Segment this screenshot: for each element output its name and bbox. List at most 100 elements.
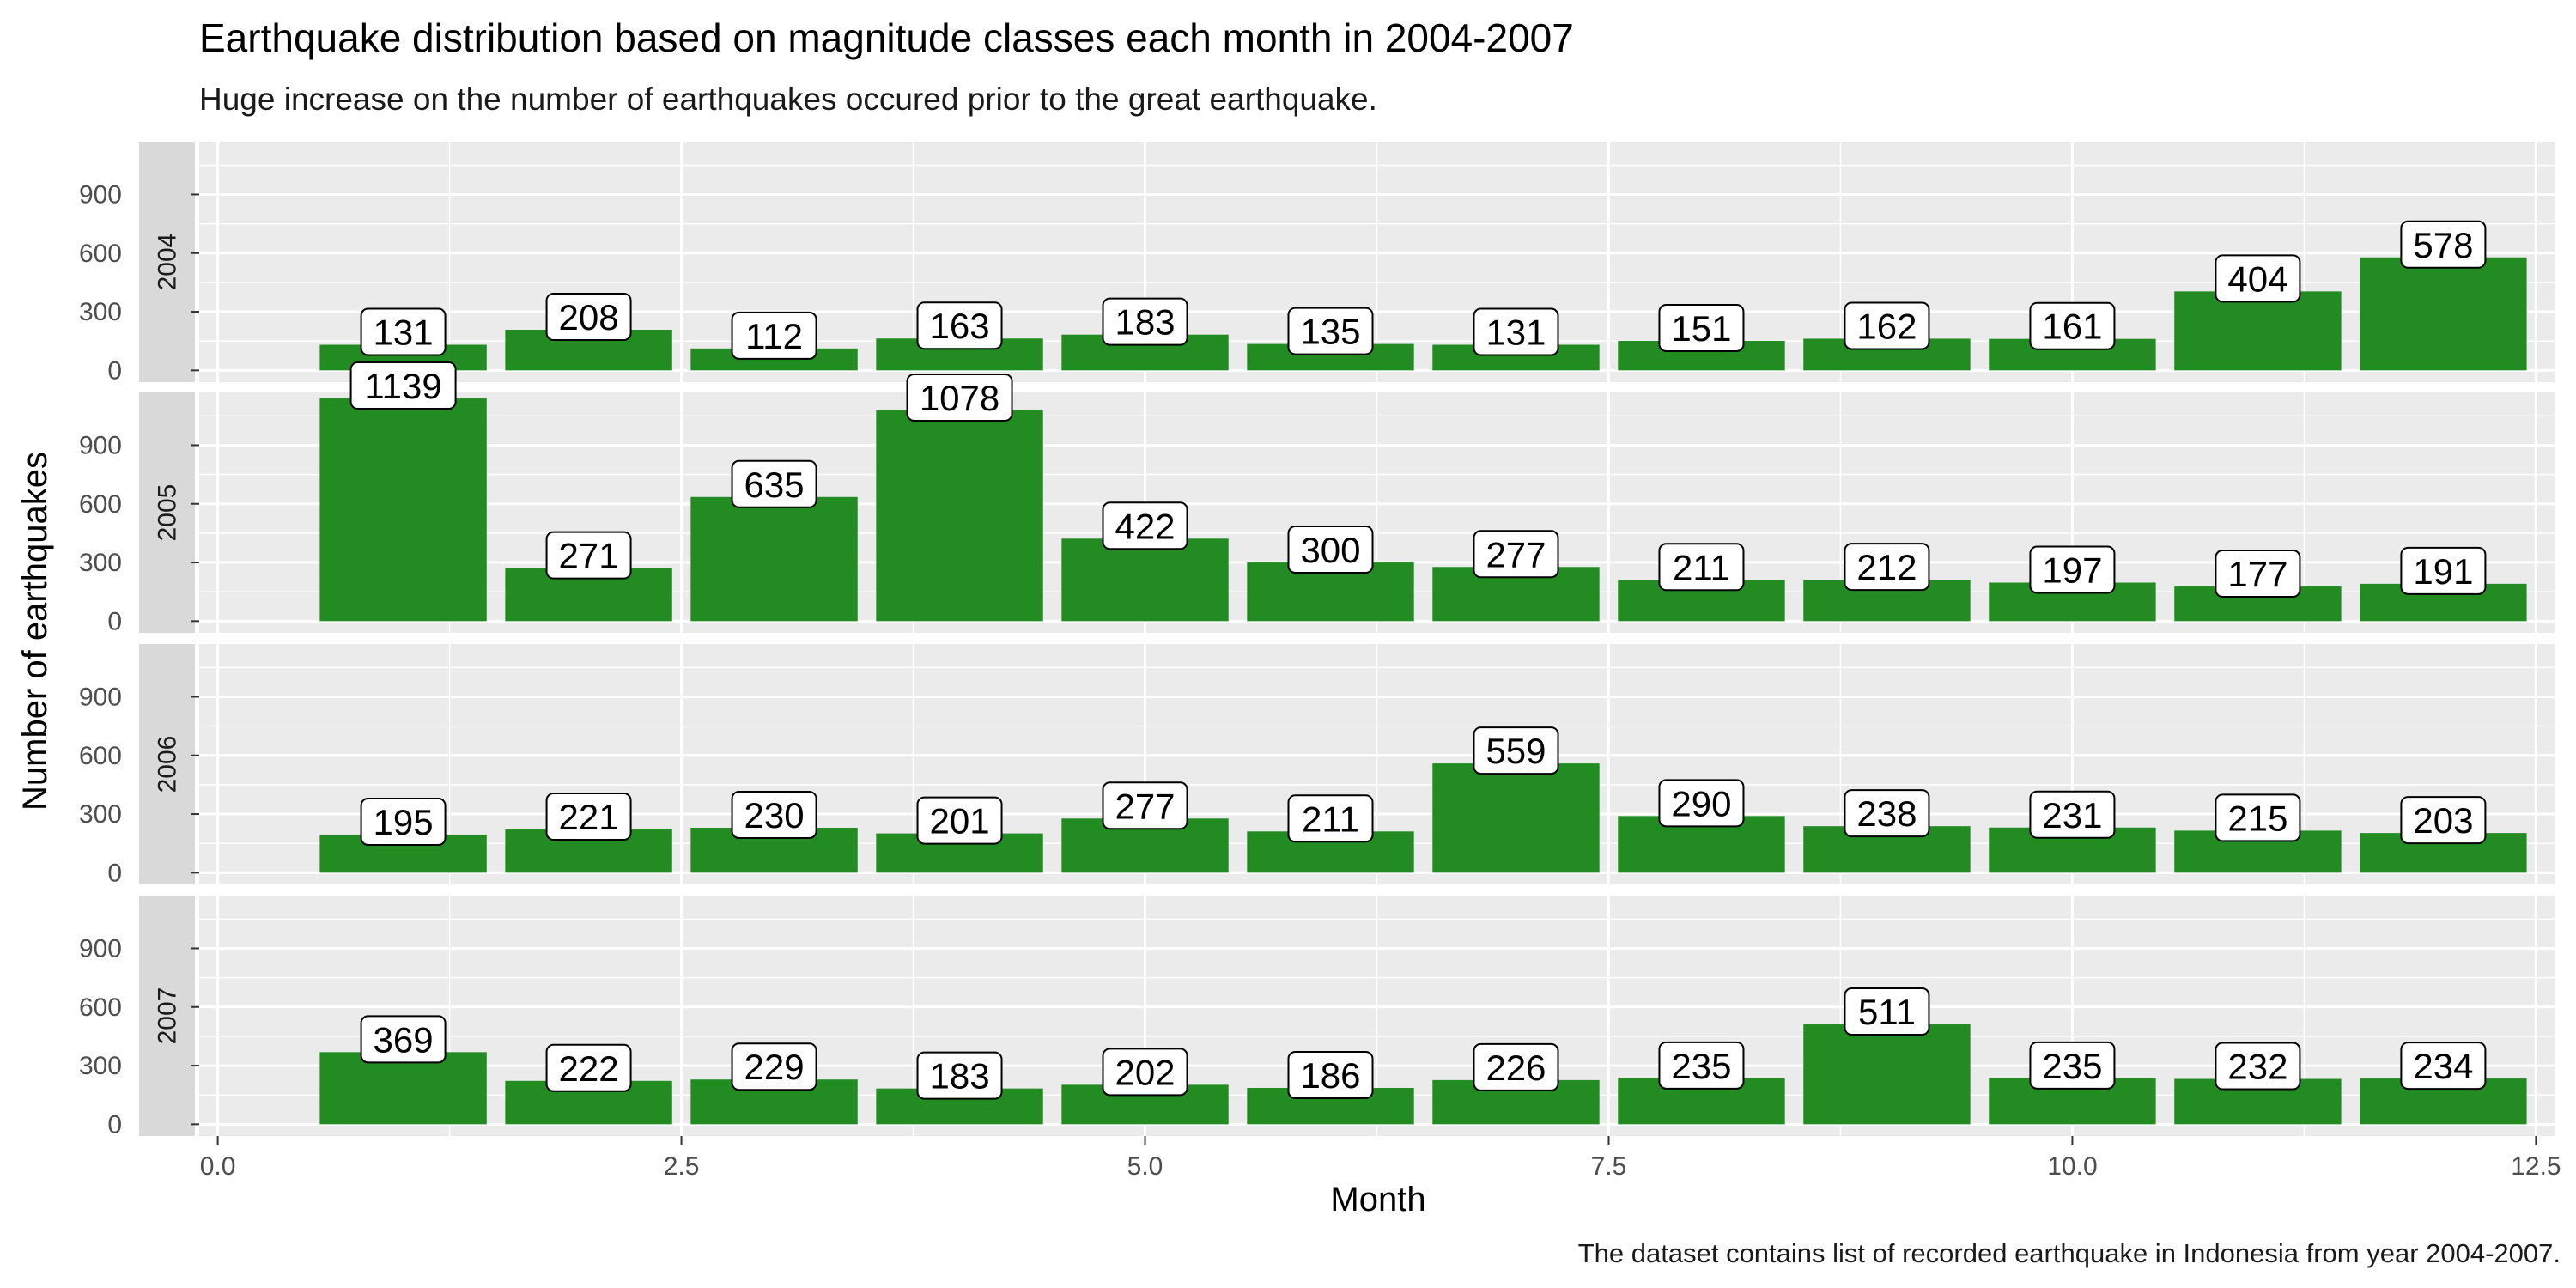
y-tick-label: 0 [107, 1110, 122, 1139]
data-label-text: 215 [2227, 798, 2287, 838]
data-label-box [1844, 789, 1930, 838]
x-tick-label: 5.0 [1127, 1152, 1163, 1181]
facet-strip [139, 142, 195, 382]
bar [690, 496, 858, 622]
data-label-text: 212 [1856, 547, 1917, 587]
x-axis-title: Month [1330, 1181, 1425, 1218]
bar [1432, 763, 1600, 873]
data-label: 300 [1287, 526, 1374, 574]
data-label-text: 131 [1485, 313, 1546, 353]
data-label-text: 183 [1115, 302, 1175, 343]
facet-panels: 2004 0 300 600 900 131 208 112 163 183 135 131 151 16… [79, 142, 2555, 1139]
data-label: 235 [1658, 1041, 1745, 1090]
data-label-box [1102, 297, 1188, 346]
data-label-box [1844, 543, 1930, 592]
bar [2360, 257, 2527, 371]
data-label: 559 [1473, 726, 1559, 775]
data-label: 212 [1844, 543, 1930, 592]
data-label-box [1287, 526, 1374, 574]
data-label-box [916, 1051, 1003, 1100]
data-label-box [1102, 501, 1188, 550]
data-label-text: 290 [1671, 783, 1731, 823]
data-label-box [1287, 1051, 1374, 1099]
data-label-box [1102, 1048, 1188, 1097]
data-label-box [1287, 794, 1374, 843]
data-label-box [1844, 987, 1930, 1036]
data-label-box [545, 531, 632, 580]
data-label: 163 [916, 301, 1003, 350]
data-label: 369 [360, 1015, 447, 1064]
data-label: 277 [1473, 530, 1559, 579]
data-label: 222 [545, 1043, 632, 1092]
data-label-text: 226 [1485, 1048, 1546, 1088]
data-label: 197 [2029, 545, 2116, 594]
data-label-text: 191 [2413, 551, 2473, 592]
data-label-box [2400, 1042, 2487, 1091]
x-tick-label: 0.0 [200, 1152, 236, 1181]
y-tick-label: 300 [79, 549, 122, 577]
data-label-box [1658, 779, 1745, 828]
data-label-text: 161 [2042, 307, 2102, 347]
data-label: 234 [2400, 1042, 2487, 1091]
data-label: 201 [916, 796, 1003, 845]
y-tick-label: 600 [79, 993, 122, 1022]
data-label-box [2400, 796, 2487, 845]
data-label: 186 [1287, 1051, 1374, 1099]
data-label-box [916, 301, 1003, 350]
data-label-text: 578 [2413, 225, 2473, 265]
data-label: 177 [2215, 550, 2301, 598]
data-label-box [360, 1015, 447, 1064]
data-label-box [2029, 1041, 2116, 1090]
data-label-text: 162 [1856, 306, 1917, 346]
data-label: 183 [1102, 297, 1188, 346]
y-tick-label: 300 [79, 1052, 122, 1080]
x-tick-label: 12.5 [2511, 1152, 2561, 1181]
data-label-box [2029, 545, 2116, 594]
data-label-box [2215, 254, 2301, 303]
data-label-box [1287, 307, 1374, 355]
data-label-text: 300 [1300, 530, 1360, 570]
data-label: 1139 [349, 361, 457, 410]
data-label-box [1844, 301, 1930, 350]
data-label: 238 [1844, 789, 1930, 838]
data-label-box [2215, 1042, 2301, 1091]
y-tick-label: 0 [107, 607, 122, 635]
facet-strip-label: 2005 [154, 484, 182, 542]
data-label: 231 [2029, 790, 2116, 839]
data-label: 215 [2215, 793, 2301, 842]
data-label: 211 [1658, 543, 1745, 592]
data-label: 229 [731, 1042, 817, 1091]
facet-strip-label: 2004 [154, 234, 182, 291]
data-label-text: 211 [1302, 799, 1359, 839]
data-label-text: 234 [2413, 1046, 2473, 1086]
data-label-text: 235 [2042, 1046, 2102, 1086]
y-tick-label: 600 [79, 240, 122, 268]
data-label-box [916, 796, 1003, 845]
data-label-box [1473, 1042, 1559, 1091]
y-tick-label: 900 [79, 180, 122, 209]
data-label: 290 [1658, 779, 1745, 828]
facet-strip [139, 392, 195, 633]
data-label-text: 277 [1115, 786, 1175, 826]
data-label-text: 511 [1858, 992, 1916, 1032]
data-label-text: 183 [929, 1056, 989, 1097]
bar [1061, 538, 1229, 622]
facet-panel: 2004 0 300 600 900 131 208 112 163 183 135 131 151 16… [79, 142, 2555, 385]
data-label-text: 177 [2227, 554, 2287, 594]
data-label: 131 [360, 307, 447, 356]
y-tick-label: 0 [107, 859, 122, 887]
bar [319, 1052, 487, 1125]
data-label: 162 [1844, 301, 1930, 350]
data-label-box [731, 459, 817, 508]
data-label: 161 [2029, 301, 2116, 350]
data-label: 635 [731, 459, 817, 508]
facet-strip [139, 896, 195, 1136]
y-tick-label: 300 [79, 800, 122, 829]
y-tick-label: 900 [79, 683, 122, 711]
data-label-text: 231 [2042, 795, 2102, 835]
y-tick-label: 600 [79, 742, 122, 770]
chart-title: Earthquake distribution based on magnitu… [199, 15, 1574, 60]
facet-panel: 2006 0 300 600 900 195 221 230 201 277 211 559 290 23… [79, 644, 2555, 887]
x-tick-label: 2.5 [664, 1152, 700, 1181]
data-label-text: 232 [2227, 1047, 2287, 1087]
